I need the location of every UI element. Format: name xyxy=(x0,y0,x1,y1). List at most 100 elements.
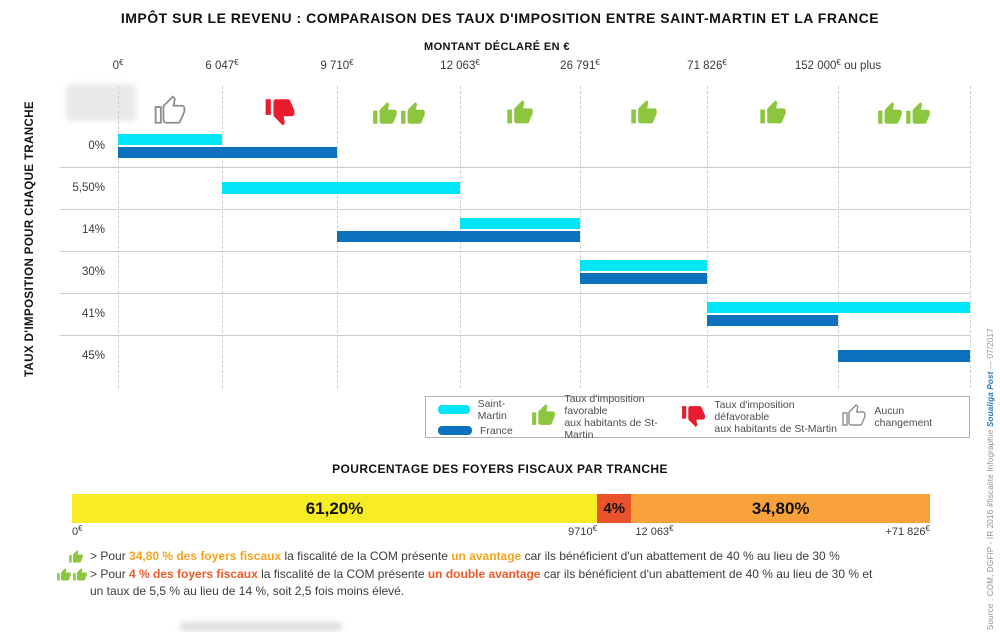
verdict-favorable-double xyxy=(876,88,932,128)
source-brand: Soualiga Post xyxy=(986,371,995,428)
thumb-up-green-icon xyxy=(372,102,397,124)
legend-item-defavorable: Taux d'imposition défavorable aux habita… xyxy=(680,399,841,435)
legend-item-saint-martin: Saint-Martin xyxy=(438,398,530,422)
x-tick-label: 9 710€ xyxy=(320,58,354,72)
stack-axis-label: 0€ xyxy=(72,524,83,538)
watermark-blob-top xyxy=(66,84,136,121)
x-tick-label: 152 000€ ou plus xyxy=(794,58,882,72)
source-date: — 07/2017 xyxy=(986,328,995,372)
note-text-segment: > Pour xyxy=(90,549,130,563)
source-credit: Source : COM, DGFIP - IR 2016 #fiscalite… xyxy=(986,280,995,630)
rate-label: 41% xyxy=(81,308,105,320)
thumb-down-red-icon xyxy=(680,402,707,432)
verdict-defavorable xyxy=(263,88,297,128)
x-tick-label: 0€ xyxy=(112,58,124,72)
legend-favorable-label: Taux d'imposition favorable aux habitant… xyxy=(564,393,658,441)
note-text-segment: la fiscalité de la COM présente xyxy=(281,549,452,563)
bar-france xyxy=(838,350,970,362)
rate-label: 45% xyxy=(81,350,105,362)
note-text-segment: 34,80 % des foyers fiscaux xyxy=(129,549,282,563)
row-separator xyxy=(60,209,970,210)
stack-segment: 34,80% xyxy=(631,494,930,523)
rate-label: 14% xyxy=(81,224,105,236)
legend-saint-martin-label: Saint-Martin xyxy=(477,397,507,422)
thumb-down-red-icon xyxy=(682,406,706,427)
legend-france-label: France xyxy=(480,424,513,437)
bar-france xyxy=(337,231,580,242)
thumb-up-green-icon xyxy=(507,100,533,124)
france-swatch xyxy=(438,426,472,435)
row-separator xyxy=(60,335,970,336)
notes: > Pour 34,80 % des foyers fiscaux la fis… xyxy=(57,548,954,601)
legend: Saint-Martin France Taux d'imposition fa… xyxy=(425,393,970,441)
verdict-favorable-double xyxy=(371,88,427,128)
thumb-up-outline-icon xyxy=(154,95,186,124)
thumb-up-outline-icon xyxy=(841,403,867,432)
bar-france xyxy=(580,273,707,284)
legend-item-aucun-changement: Aucun changement xyxy=(841,403,957,432)
households-chart-title: POURCENTAGE DES FOYERS FISCAUX PAR TRANC… xyxy=(332,462,668,476)
bar-france xyxy=(707,315,838,326)
legend-item-france: France xyxy=(438,425,530,437)
gridline xyxy=(838,86,839,388)
stack-axis-label: 12 063€ xyxy=(635,524,674,538)
bar-saint-martin xyxy=(118,134,222,145)
thumb-up-green-icon xyxy=(57,567,71,581)
x-tick-label: 71 826€ xyxy=(687,58,727,72)
stack-axis-label: 9710€ xyxy=(568,524,598,538)
bar-saint-martin xyxy=(222,182,460,194)
row-separator xyxy=(60,251,970,252)
x-tick-label: 12 063€ xyxy=(440,58,480,72)
thumb-up-green-icon xyxy=(906,102,930,124)
saint-martin-swatch xyxy=(438,405,470,414)
verdict-aucun-changement xyxy=(153,88,187,128)
thumb-up-green-icon xyxy=(73,567,87,581)
rate-label: 30% xyxy=(81,266,105,278)
watermark-blob-bottom xyxy=(180,622,342,631)
note-text-segment: un taux de 5,5 % au lieu de 14 %, soit 2… xyxy=(90,584,405,598)
gridline xyxy=(118,86,119,388)
row-separator xyxy=(60,293,970,294)
note-text-segment: car ils bénéficient d'un abattement de 4… xyxy=(540,567,873,581)
thumb-up-green-icon xyxy=(630,100,657,124)
legend-item-favorable: Taux d'imposition favorable aux habitant… xyxy=(530,393,680,441)
legend-defavorable-label: Taux d'imposition défavorable aux habita… xyxy=(714,399,837,435)
note-thumb-icons xyxy=(56,566,88,583)
page-title: IMPÔT SUR LE REVENU : COMPARAISON DES TA… xyxy=(120,10,880,26)
stack-segment: 61,20% xyxy=(72,494,598,523)
note-text-segment: un avantage xyxy=(451,549,522,563)
note: > Pour 4 % des foyers fiscaux la fiscali… xyxy=(57,566,954,600)
note-thumb-icons xyxy=(68,548,84,565)
bar-saint-martin xyxy=(707,302,970,313)
bar-france xyxy=(118,147,337,158)
verdict-favorable xyxy=(629,88,659,128)
source-text: Source : COM, DGFIP - IR 2016 #fiscalite… xyxy=(986,427,995,630)
thumb-up-green-icon xyxy=(530,402,557,432)
note-text-segment: la fiscalité de la COM présente xyxy=(257,567,428,581)
row-separator xyxy=(60,167,970,168)
legend-series: Saint-Martin France xyxy=(438,398,530,437)
stack-axis-label: +71 826€ xyxy=(885,524,930,538)
note-text-segment: 4 % des foyers fiscaux xyxy=(129,567,258,581)
households-bar-axis: 0€ 9710€ 12 063€ +71 826€ xyxy=(72,524,930,540)
x-tick-label: 26 791€ xyxy=(560,58,600,72)
x-axis-title: MONTANT DÉCLARÉ EN € xyxy=(424,41,570,53)
note-text-segment: > Pour xyxy=(90,567,130,581)
bar-saint-martin xyxy=(460,218,580,229)
bar-saint-martin xyxy=(580,260,707,271)
stack-segment: 4% xyxy=(597,494,632,523)
thumb-up-green-icon xyxy=(400,102,425,124)
note-text-segment: car ils bénéficient d'un abattement de 4… xyxy=(521,549,840,563)
thumb-up-green-icon xyxy=(532,404,556,425)
households-stacked-bar: 61,20% 4% 34,80% xyxy=(72,494,930,523)
note-text-segment: un double avantage xyxy=(427,567,541,581)
thumb-up-green-icon xyxy=(759,100,786,124)
thumb-up-outline-icon xyxy=(842,403,867,426)
gridline xyxy=(222,86,223,388)
x-tick-label: 6 047€ xyxy=(205,58,239,72)
rate-label: 0% xyxy=(88,140,105,152)
note: > Pour 34,80 % des foyers fiscaux la fis… xyxy=(66,548,954,565)
verdict-favorable xyxy=(758,88,788,128)
thumb-up-green-icon xyxy=(69,549,83,563)
